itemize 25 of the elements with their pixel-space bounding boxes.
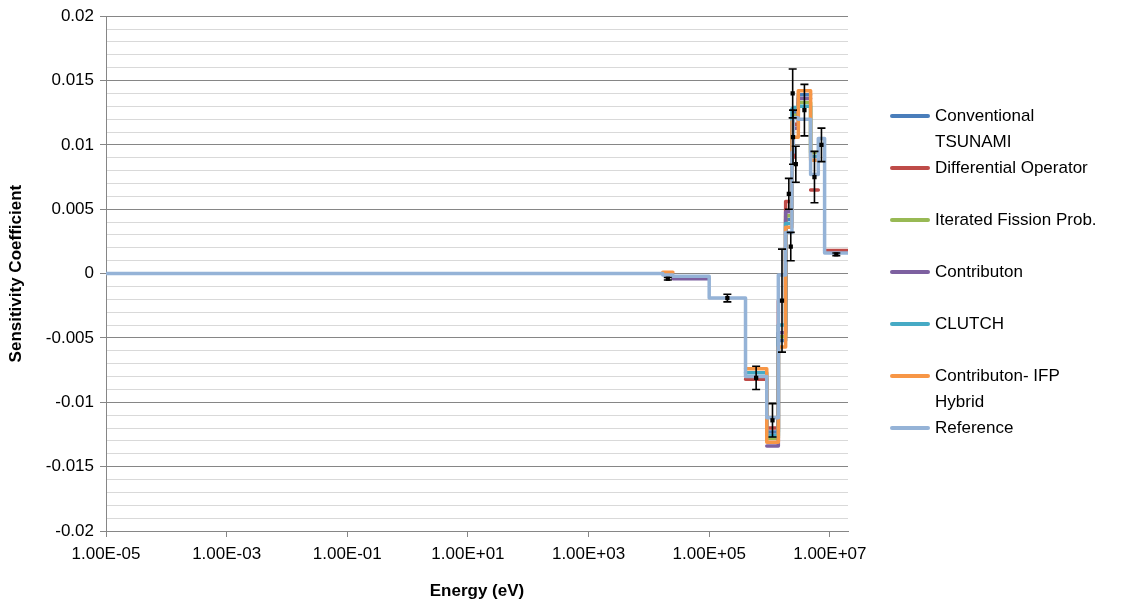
y-tick-label: -0.015 bbox=[45, 456, 94, 476]
y-tick-label: 0 bbox=[84, 263, 94, 283]
y-tick-label: -0.02 bbox=[55, 520, 94, 540]
x-tick-label: 1.00E+01 bbox=[431, 543, 505, 563]
legend-label: Iterated Fission Prob. bbox=[935, 209, 1098, 231]
x-tick-label: 1.00E+07 bbox=[793, 543, 867, 563]
x-tick-label: 1.00E+03 bbox=[551, 543, 626, 563]
legend-label: Contributon bbox=[935, 261, 1024, 283]
x-tick-label: 1.00E-01 bbox=[312, 543, 382, 563]
legend-label: Differential Operator bbox=[935, 157, 1089, 179]
y-tick-label: -0.005 bbox=[45, 327, 94, 347]
y-tick-label: 0.005 bbox=[51, 198, 94, 218]
y-tick-label: 0.01 bbox=[60, 134, 94, 154]
legend-label: Conventional TSUNAMI bbox=[935, 105, 1036, 153]
y-tick-label: 0.02 bbox=[60, 5, 94, 25]
legend-label: CLUTCH bbox=[935, 313, 1005, 335]
legend-label: Reference bbox=[935, 417, 1015, 439]
x-tick-label: 1.00E-03 bbox=[192, 543, 262, 563]
x-axis-title: Energy (eV) bbox=[429, 581, 525, 601]
legend-label: Contributon- IFP Hybrid bbox=[935, 365, 1061, 413]
y-tick-label: -0.01 bbox=[55, 391, 94, 411]
x-tick-label: 1.00E+05 bbox=[672, 543, 746, 563]
y-tick-label: 0.015 bbox=[51, 70, 94, 90]
y-axis-title: Sensitivity Coefficient bbox=[5, 184, 25, 363]
x-tick-label: 1.00E-05 bbox=[71, 543, 141, 563]
